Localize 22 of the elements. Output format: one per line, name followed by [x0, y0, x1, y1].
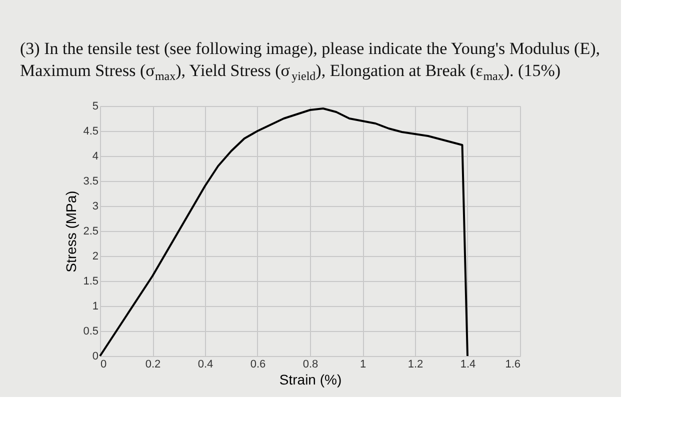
y-tick-label: 3.5: [83, 176, 98, 188]
y-tick-label: 2: [92, 250, 98, 262]
y-tick-label: 4: [92, 150, 98, 162]
x-tick-label: 0.8: [302, 358, 318, 370]
y-tick-label: 3: [92, 200, 98, 212]
x-tick-label: 0.4: [198, 358, 214, 370]
x-tick-label: 1: [360, 358, 366, 370]
y-tick-label: 2.5: [83, 226, 98, 238]
x-tick-label: 1.2: [408, 358, 424, 370]
y-tick-label: 1: [92, 300, 98, 312]
x-tick-label: 1.4: [460, 358, 476, 370]
x-tick-label: 0.2: [145, 358, 161, 370]
x-axis-title: Strain (%): [279, 372, 342, 388]
y-tick-label: 0.5: [83, 326, 98, 338]
y-tick-label: 1.5: [83, 276, 98, 288]
y-tick-label: 0: [92, 350, 98, 362]
y-axis-title: Stress (MPa): [63, 190, 80, 272]
x-tick-label: 0: [100, 358, 107, 370]
x-tick-label: 0.6: [250, 358, 266, 370]
y-tick-label: 4.5: [83, 126, 98, 138]
y-tick-label: 5: [92, 100, 98, 112]
x-tick-label: 1.6: [505, 358, 520, 370]
